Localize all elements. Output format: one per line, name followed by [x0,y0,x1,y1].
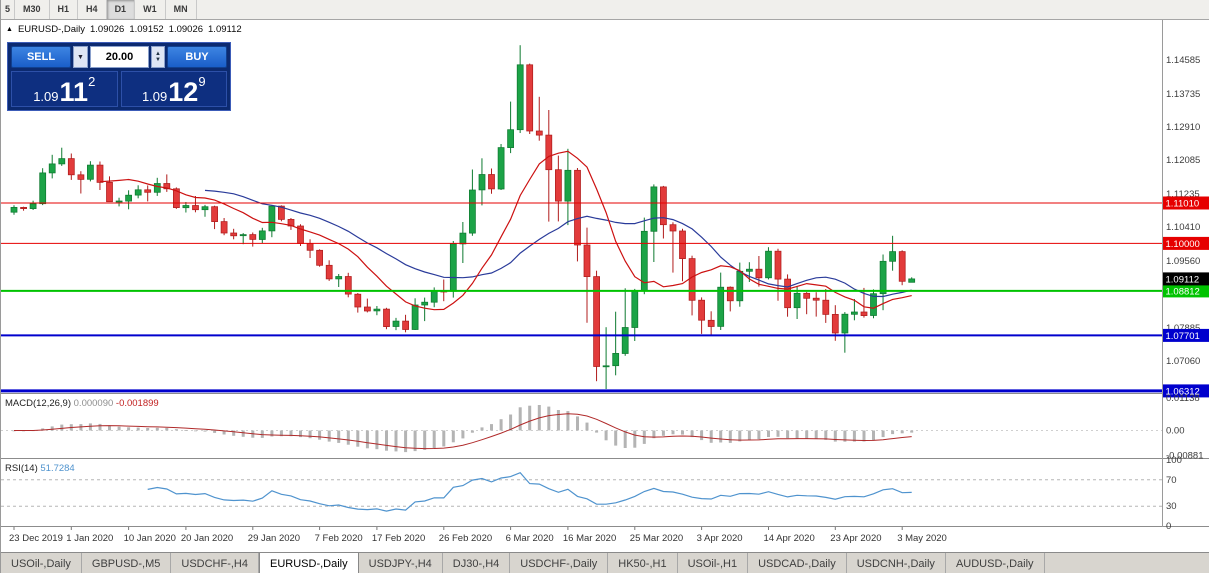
chart-symbol-label: EURUSD-,Daily [17,24,85,35]
date-axis[interactable]: 23 Dec 2019 1 Jan 2020 10 Jan 2020 20 Jan 2… [9,527,947,544]
timeframe-button-5[interactable]: 5 [1,0,16,19]
svg-text:1 Jan 2020: 1 Jan 2020 [66,533,113,544]
timeframe-button-h1[interactable]: H1 [49,0,79,19]
tab-gbpusd-m5[interactable]: GBPUSD-,M5 [81,553,172,573]
svg-text:1.10000: 1.10000 [1166,239,1200,250]
svg-text:70: 70 [1166,475,1177,486]
rsi-pane: 100 70 30 0 RSI(14) 51.7284 [1,455,1182,532]
svg-text:17 Feb 2020: 17 Feb 2020 [372,533,425,544]
buy-price-sup: 9 [198,74,206,89]
svg-text:0.00: 0.00 [1166,426,1185,437]
ohlc-low: 1.09026 [168,24,204,35]
sell-button[interactable]: SELL [11,46,71,68]
svg-text:100: 100 [1166,455,1182,466]
svg-text:10 Jan 2020: 10 Jan 2020 [124,533,176,544]
pane-separators [1,20,1209,527]
volume-dropdown-button[interactable]: ▼ [73,46,88,68]
svg-text:0: 0 [1166,521,1171,532]
chart-canvas[interactable]: 1.14585 1.13735 1.12910 1.12085 1.11235 1.104… [1,20,1209,552]
ohlc-close: 1.09112 [208,24,242,35]
svg-text:1.08812: 1.08812 [1166,286,1200,297]
svg-text:7 Feb 2020: 7 Feb 2020 [315,533,363,544]
svg-text:29 Jan 2020: 29 Jan 2020 [248,533,300,544]
buy-price-display[interactable]: 1.09 12 9 [120,71,227,107]
chart-ohlc-header: ▲ EURUSD-,Daily 1.09026 1.09152 1.09026 … [6,24,242,35]
sell-price-sup: 2 [88,74,96,89]
svg-text:1.14585: 1.14585 [1166,55,1200,66]
svg-text:1.11010: 1.11010 [1166,199,1200,210]
timeframe-button-d1[interactable]: D1 [106,0,136,19]
horizontal-level-lines[interactable] [1,202,1162,393]
tab-usdcnh-daily[interactable]: USDCNH-,Daily [846,553,946,573]
tab-eurusd-daily[interactable]: EURUSD-,Daily [259,553,359,573]
svg-text:0.01138: 0.01138 [1166,393,1200,404]
svg-text:6 Mar 2020: 6 Mar 2020 [506,533,554,544]
svg-text:3 May 2020: 3 May 2020 [897,533,947,544]
tab-usdjpy-h4[interactable]: USDJPY-,H4 [358,553,443,573]
timeframe-button-w1[interactable]: W1 [135,0,166,19]
spinner-up-icon: ▲ [155,51,161,57]
sell-price-big: 11 [59,76,89,107]
svg-text:1.06312: 1.06312 [1166,386,1200,397]
macd-label: MACD(12,26,9) 0.000090 -0.001899 [5,398,159,409]
svg-text:1.07060: 1.07060 [1166,356,1200,367]
svg-text:1.07701: 1.07701 [1166,331,1200,342]
svg-text:1.12085: 1.12085 [1166,155,1200,166]
timeframe-button-h4[interactable]: H4 [78,0,107,19]
chart-area: 1.14585 1.13735 1.12910 1.12085 1.11235 1.104… [1,20,1209,552]
tab-usdchf-h4[interactable]: USDCHF-,H4 [171,553,259,573]
tab-usdcad-daily[interactable]: USDCAD-,Daily [748,553,847,573]
svg-text:23 Apr 2020: 23 Apr 2020 [830,533,881,544]
sell-price-prefix: 1.09 [33,89,59,104]
spinner-down-icon: ▼ [155,57,161,63]
svg-text:3 Apr 2020: 3 Apr 2020 [697,533,743,544]
svg-text:26 Feb 2020: 26 Feb 2020 [439,533,492,544]
svg-text:16 Mar 2020: 16 Mar 2020 [563,533,616,544]
rsi-label: RSI(14) 51.7284 [5,463,75,474]
volume-spinner[interactable]: ▲ ▼ [151,46,165,68]
ohlc-open: 1.09026 [89,24,125,35]
tab-usoil-daily[interactable]: USOil-,Daily [1,553,82,573]
buy-price-prefix: 1.09 [141,89,168,104]
svg-text:20 Jan 2020: 20 Jan 2020 [181,533,233,544]
svg-text:1.09112: 1.09112 [1166,274,1200,285]
svg-text:1.07885: 1.07885 [1166,323,1200,334]
tab-dj30-h4[interactable]: DJ30-,H4 [442,553,511,573]
buy-button[interactable]: BUY [167,46,227,68]
price-axis[interactable]: 1.14585 1.13735 1.12910 1.12085 1.11235 1.104… [1166,55,1200,367]
svg-text:1.11235: 1.11235 [1166,189,1200,200]
price-line-labels: 1.11010 1.10000 1.08812 1.07701 1.06312 1.091… [1163,196,1209,398]
svg-text:1.09560: 1.09560 [1166,256,1200,267]
macd-pane: 0.01138 0.00 -0.00881 MACD(12,26,9) 0.00009… [1,393,1204,462]
symbol-arrow-icon: ▲ [6,26,13,33]
svg-text:1.10410: 1.10410 [1166,222,1200,233]
svg-text:-0.00881: -0.00881 [1166,451,1204,462]
ohlc-high: 1.09152 [129,24,164,35]
one-click-trading-panel: SELL ▼ ▲ ▼ BUY 1.09 11 2 1.09 12 9 [7,42,231,111]
svg-text:14 Apr 2020: 14 Apr 2020 [764,533,815,544]
svg-text:23 Dec 2019: 23 Dec 2019 [9,533,63,544]
tab-usdchf-daily[interactable]: USDCHF-,Daily [510,553,609,573]
chart-tabs-bar: USOil-,Daily GBPUSD-,M5 USDCHF-,H4 EURUSD-,… [1,552,1209,573]
buy-price-big: 12 [168,76,199,107]
timeframe-toolbar: 5 M30 H1 H4 D1 W1 MN [1,0,1209,20]
chevron-down-icon: ▼ [77,53,84,61]
volume-input[interactable] [90,46,149,68]
timeframe-button-mn[interactable]: MN [165,0,197,19]
sell-price-display[interactable]: 1.09 11 2 [11,71,118,107]
moving-averages [99,150,912,311]
svg-text:1.12910: 1.12910 [1166,122,1200,133]
tab-hk50-h1[interactable]: HK50-,H1 [608,553,678,573]
candlestick-series [10,45,916,389]
tab-usoil-h1[interactable]: USOil-,H1 [677,553,749,573]
svg-text:25 Mar 2020: 25 Mar 2020 [630,533,683,544]
timeframe-button-m30[interactable]: M30 [15,0,50,19]
svg-text:1.13735: 1.13735 [1166,89,1200,100]
svg-text:30: 30 [1166,501,1177,512]
tab-audusd-daily[interactable]: AUDUSD-,Daily [945,553,1045,573]
